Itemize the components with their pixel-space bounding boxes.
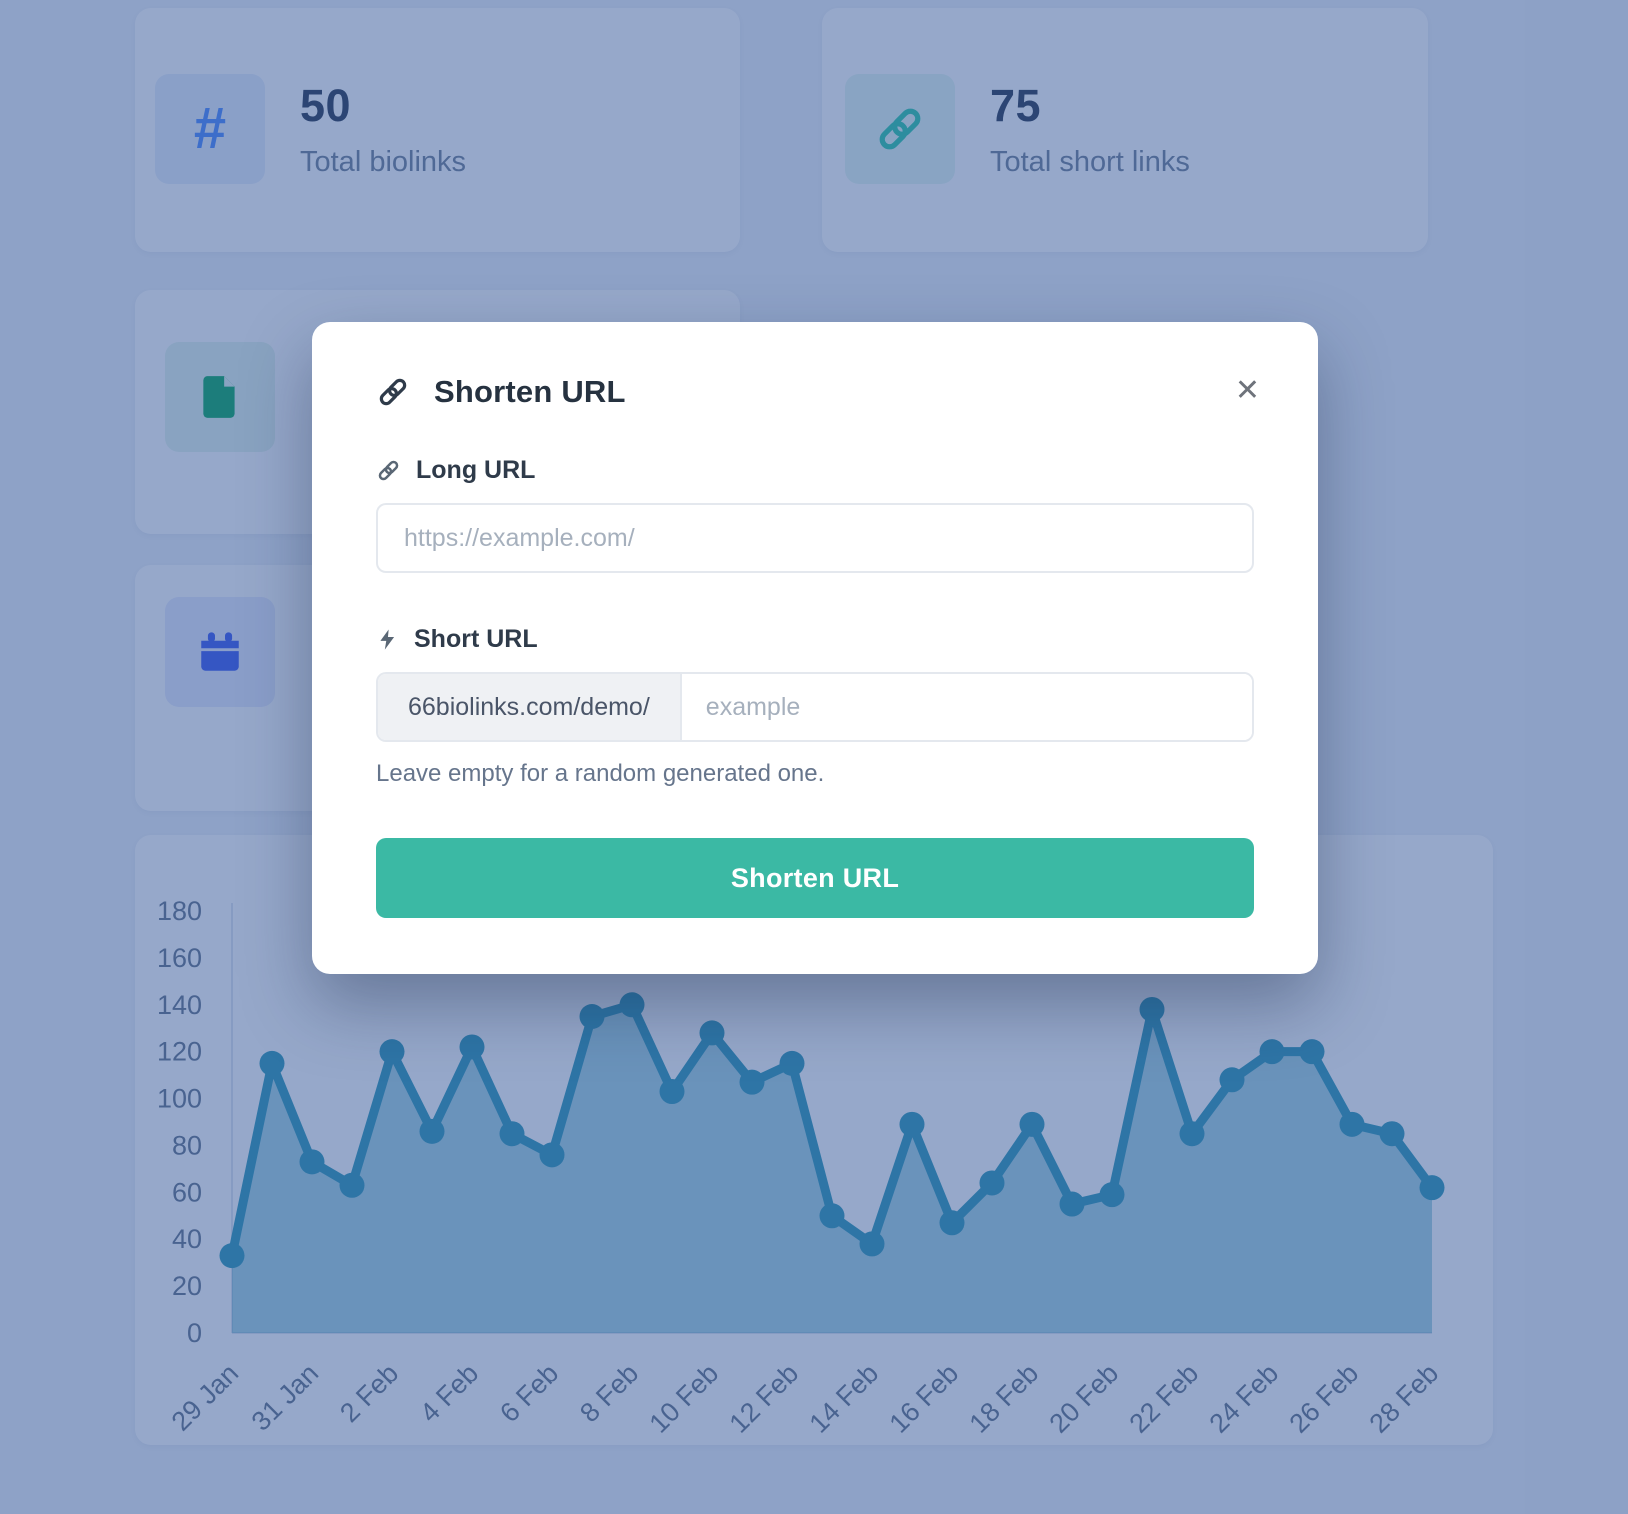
bolt-icon bbox=[376, 628, 399, 651]
close-icon[interactable]: ✕ bbox=[1234, 374, 1260, 407]
long-url-label: Long URL bbox=[416, 456, 536, 484]
modal-header: Shorten URL ✕ bbox=[376, 374, 1260, 410]
long-url-input[interactable] bbox=[376, 503, 1254, 573]
shorten-url-modal: Shorten URL ✕ Long URL Shor bbox=[312, 322, 1318, 974]
long-url-label-row: Long URL bbox=[376, 456, 1254, 485]
short-url-label-row: Short URL bbox=[376, 625, 1254, 654]
link-icon bbox=[376, 458, 401, 483]
short-url-input[interactable] bbox=[681, 674, 1252, 740]
short-url-helper: Leave empty for a random generated one. bbox=[376, 760, 825, 787]
short-url-field: Short URL 66biolinks.com/demo/ Leave emp… bbox=[376, 625, 1254, 788]
short-url-label: Short URL bbox=[414, 625, 538, 653]
short-url-prefix: 66biolinks.com/demo/ bbox=[378, 674, 682, 740]
shorten-url-button[interactable]: Shorten URL bbox=[376, 838, 1254, 918]
link-icon bbox=[376, 375, 410, 409]
short-url-input-group: 66biolinks.com/demo/ bbox=[376, 672, 1254, 742]
modal-title: Shorten URL bbox=[434, 374, 626, 409]
long-url-field: Long URL bbox=[376, 456, 1254, 573]
